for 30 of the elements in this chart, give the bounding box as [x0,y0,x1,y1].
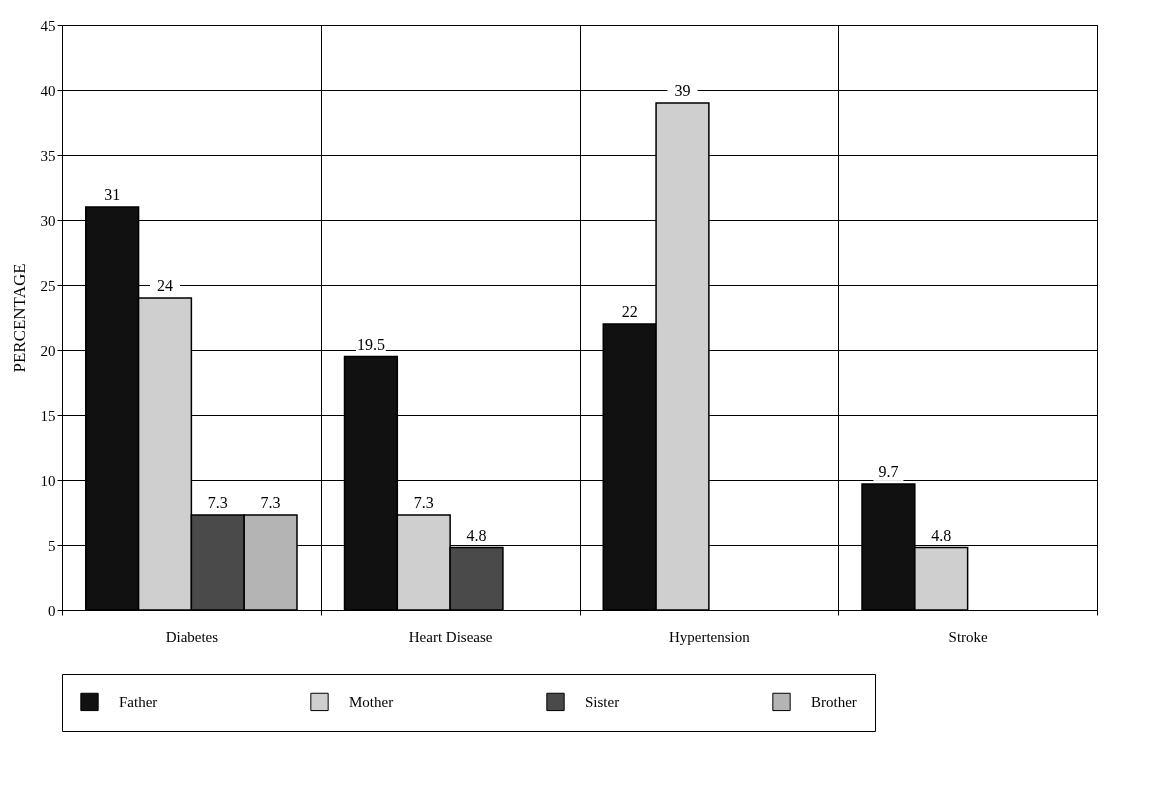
legend-label: Father [119,693,158,710]
y-tick-label: 35 [40,147,56,164]
legend-label: Mother [349,693,394,710]
x-tick-label: Hypertension [668,628,751,645]
x-tick-label: Diabetes [165,628,219,645]
y-tick-label: 30 [40,212,56,229]
y-tick-label: 10 [40,472,56,489]
x-tick-label: Heart Disease [408,628,493,645]
data-label: 9.7 [878,462,899,480]
y-tick-label: 5 [48,537,56,554]
data-label: 7.3 [207,494,228,512]
y-tick-label: 40 [40,82,56,99]
y-tick-label: 0 [48,602,56,619]
data-label: 4.8 [466,526,487,544]
data-label: 4.8 [931,526,952,544]
data-label: 19.5 [356,335,385,353]
data-label: 31 [104,186,121,203]
data-label: 24 [156,277,173,294]
data-label: 7.3 [413,494,434,512]
data-label: 39 [674,82,691,99]
legend-label: Brother [811,693,857,710]
legend-label: Sister [585,693,620,710]
y-tick-label: 45 [40,17,56,34]
data-label: 7.3 [260,494,281,512]
y-tick-label: 15 [40,407,56,424]
y-tick-label: 25 [40,277,56,294]
y-tick-label: 20 [40,342,56,359]
y-axis-title: PERCENTAGE [9,263,29,373]
x-tick-label: Stroke [948,628,989,645]
data-label: 22 [621,303,638,320]
